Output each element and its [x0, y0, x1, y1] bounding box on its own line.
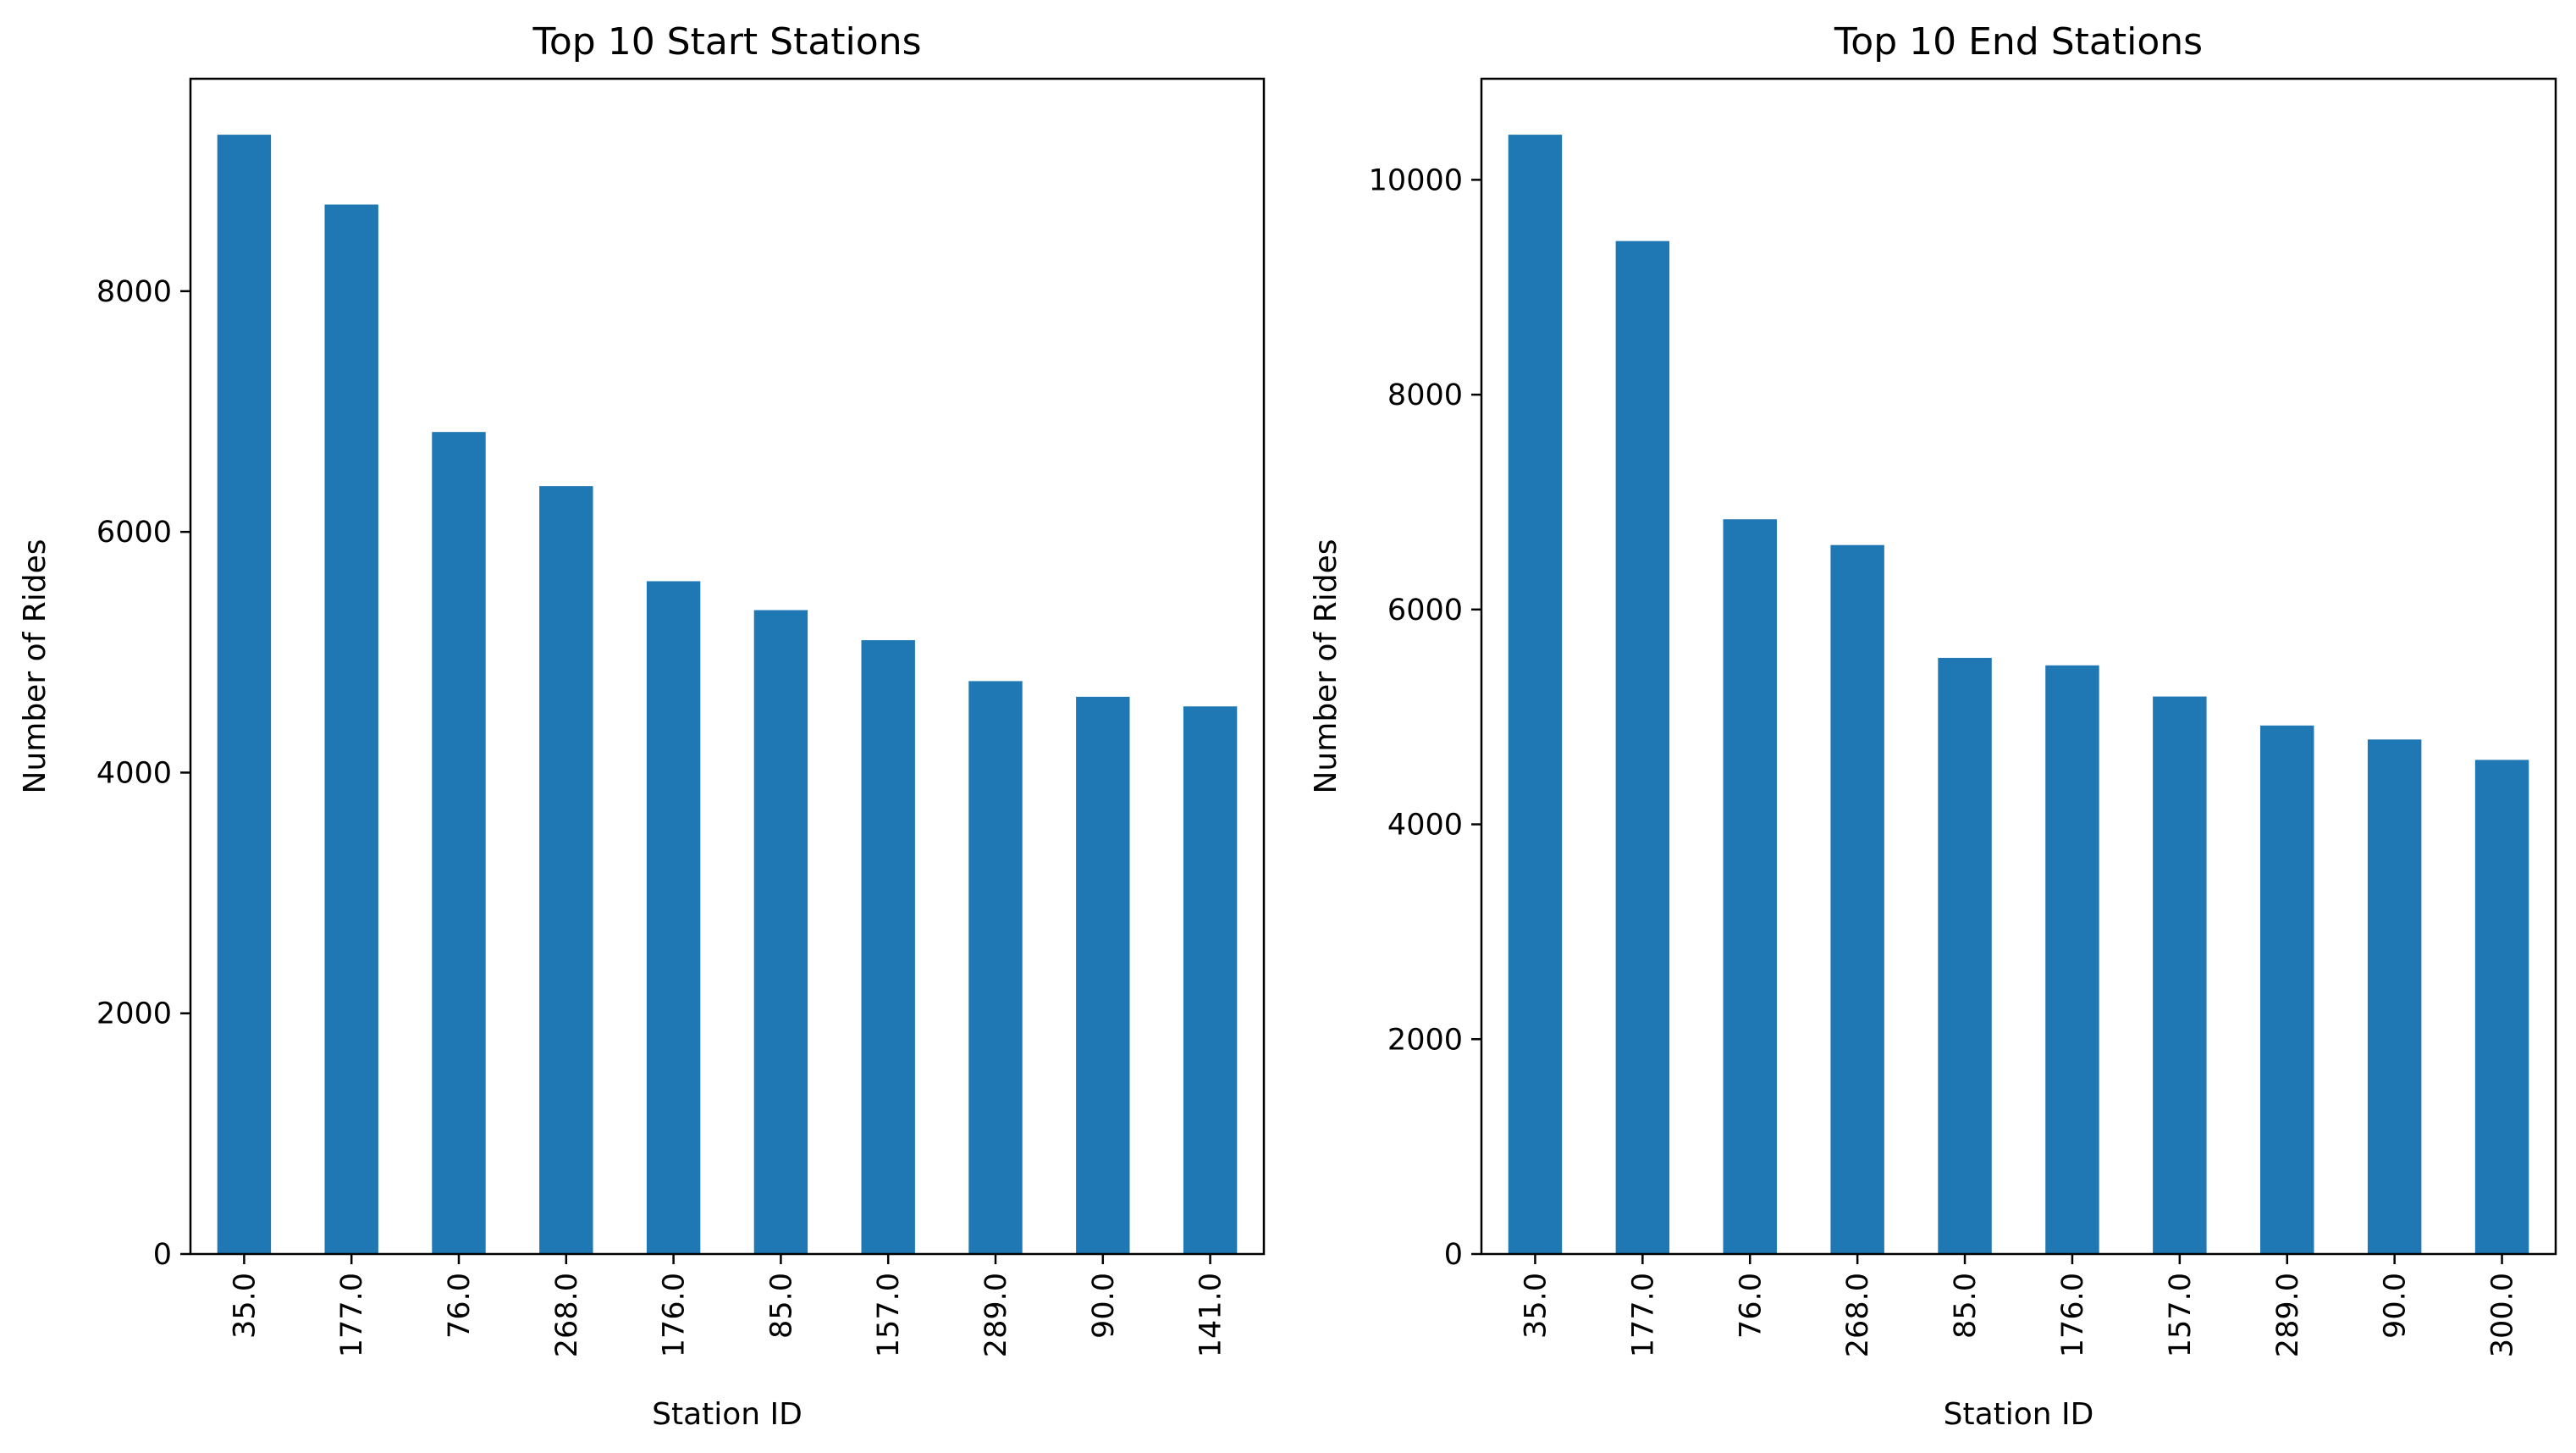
bar — [324, 204, 378, 1254]
x-tick-label: 35.0 — [1519, 1273, 1553, 1339]
bar — [1938, 657, 1992, 1254]
y-ticks: 0 2000 4000 6000 8000 10000 — [1369, 163, 1481, 1272]
bar — [1830, 544, 1884, 1254]
end-stations-chart: Top 10 End Stations Station ID Number of… — [1309, 20, 2557, 1432]
bar — [2367, 739, 2422, 1254]
y-tick-label: 8000 — [1387, 378, 1463, 412]
bar — [2474, 760, 2529, 1254]
x-axis-label: Station ID — [1944, 1397, 2094, 1432]
y-ticks: 0 2000 4000 6000 8000 — [97, 275, 190, 1272]
x-tick-label: 141.0 — [1194, 1273, 1228, 1357]
x-ticks: 35.0 177.0 76.0 268.0 85.0 176.0 157.0 289.0 90.… — [1519, 1254, 2520, 1357]
x-tick-label: 35.0 — [228, 1273, 262, 1339]
x-tick-label: 157.0 — [872, 1273, 906, 1357]
x-tick-label: 176.0 — [2056, 1273, 2090, 1357]
y-tick-label: 2000 — [1387, 1023, 1463, 1057]
x-tick-label: 289.0 — [2271, 1273, 2305, 1357]
bar — [1508, 135, 1563, 1255]
x-tick-label: 76.0 — [1734, 1273, 1768, 1339]
y-axis-label: Number of Rides — [18, 539, 52, 794]
chart-title: Top 10 Start Stations — [532, 20, 921, 64]
x-ticks: 35.0 177.0 76.0 268.0 176.0 85.0 157.0 289.0 90.… — [228, 1254, 1228, 1357]
x-tick-label: 268.0 — [1841, 1273, 1875, 1357]
x-tick-label: 177.0 — [1626, 1273, 1660, 1357]
bar — [2260, 725, 2314, 1254]
x-tick-label: 85.0 — [1949, 1273, 1983, 1339]
y-tick-label: 0 — [153, 1238, 172, 1272]
y-axis-label: Number of Rides — [1309, 539, 1343, 794]
plot-frame — [189, 77, 1266, 1256]
y-tick-label: 6000 — [97, 516, 172, 550]
y-tick-label: 6000 — [1387, 594, 1463, 627]
y-tick-label: 2000 — [97, 997, 172, 1031]
x-tick-label: 90.0 — [1087, 1273, 1121, 1339]
bar — [646, 581, 701, 1254]
x-tick-label: 90.0 — [2379, 1273, 2413, 1339]
x-tick-label: 176.0 — [658, 1273, 692, 1357]
bar — [1723, 519, 1777, 1254]
bars — [217, 135, 1238, 1255]
bar — [753, 610, 808, 1254]
bar — [1183, 706, 1238, 1254]
x-tick-label: 85.0 — [764, 1273, 798, 1339]
bar — [432, 432, 486, 1254]
x-tick-label: 157.0 — [2164, 1273, 2198, 1357]
x-tick-label: 300.0 — [2486, 1273, 2520, 1357]
bar — [2045, 665, 2099, 1254]
bar — [539, 486, 593, 1254]
start-stations-chart: Top 10 Start Stations Station ID Number … — [18, 20, 1266, 1432]
x-tick-label: 268.0 — [550, 1273, 584, 1357]
x-tick-label: 289.0 — [979, 1273, 1013, 1357]
y-tick-label: 0 — [1444, 1238, 1463, 1272]
plot-frame — [1480, 77, 2557, 1256]
x-tick-label: 177.0 — [335, 1273, 369, 1357]
y-tick-label: 4000 — [1387, 809, 1463, 843]
bar — [217, 135, 272, 1255]
bar — [1076, 696, 1130, 1254]
bar — [968, 681, 1023, 1254]
bars — [1508, 135, 2529, 1255]
bar — [861, 640, 915, 1254]
bar — [1615, 240, 1670, 1255]
y-tick-label: 10000 — [1369, 163, 1463, 197]
x-tick-label: 76.0 — [443, 1273, 477, 1339]
bar — [2153, 696, 2207, 1254]
chart-title: Top 10 End Stations — [1834, 20, 2203, 64]
x-axis-label: Station ID — [652, 1397, 803, 1432]
y-tick-label: 8000 — [97, 275, 172, 309]
y-tick-label: 4000 — [97, 756, 172, 790]
